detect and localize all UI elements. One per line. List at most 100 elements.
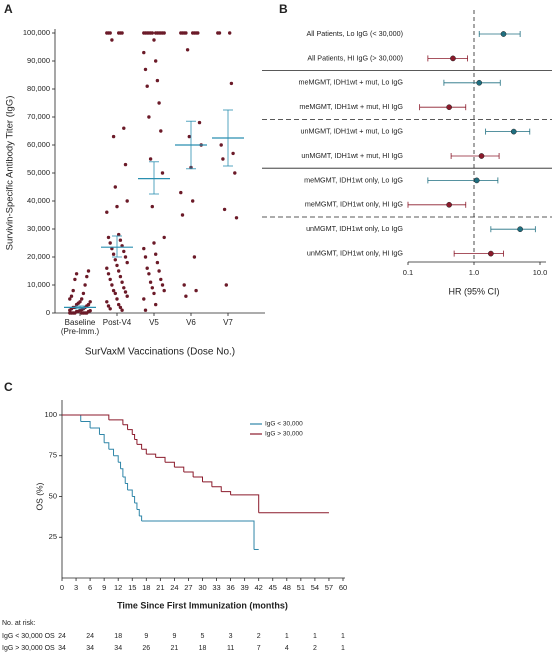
survival-step bbox=[132, 434, 136, 440]
data-point bbox=[191, 199, 195, 203]
data-point bbox=[88, 309, 92, 313]
x-tick-label: 6 bbox=[88, 583, 92, 592]
x-tick-label: 54 bbox=[311, 583, 319, 592]
data-point bbox=[123, 162, 128, 167]
data-point bbox=[197, 120, 202, 125]
survival-step bbox=[155, 456, 166, 463]
x-tick-label: 9 bbox=[102, 583, 106, 592]
data-point bbox=[196, 31, 200, 35]
data-point bbox=[231, 151, 235, 156]
risk-value: 1 bbox=[285, 633, 289, 640]
data-point bbox=[122, 126, 126, 130]
survival-step bbox=[122, 424, 129, 430]
x-tick-label: Post-V4 bbox=[102, 318, 132, 327]
risk-value: 2 bbox=[313, 645, 317, 652]
data-point bbox=[105, 300, 109, 304]
data-point bbox=[162, 31, 166, 35]
survival-step bbox=[136, 509, 140, 517]
x-tick-label: 42 bbox=[255, 583, 263, 592]
risk-table-title: No. at risk: bbox=[2, 620, 36, 627]
y-tick-label: 60,000 bbox=[27, 140, 50, 149]
data-point bbox=[69, 294, 74, 298]
x-tick-label: 60 bbox=[339, 583, 347, 592]
x-axis-title: HR (95% CI) bbox=[448, 286, 499, 296]
data-point bbox=[182, 283, 186, 287]
data-point bbox=[155, 78, 160, 83]
data-point bbox=[162, 235, 166, 240]
survival-step bbox=[120, 468, 124, 477]
data-point bbox=[154, 302, 158, 307]
x-tick-label: 45 bbox=[269, 583, 277, 592]
data-point bbox=[143, 255, 148, 259]
data-point bbox=[228, 31, 232, 35]
survival-step bbox=[146, 453, 157, 458]
survival-step bbox=[134, 502, 138, 510]
data-point bbox=[68, 297, 72, 301]
data-point bbox=[122, 286, 126, 290]
survival-step bbox=[80, 421, 91, 429]
data-point bbox=[113, 291, 118, 296]
data-point bbox=[115, 297, 119, 301]
data-point bbox=[184, 31, 188, 35]
data-point bbox=[80, 297, 84, 301]
risk-value: 7 bbox=[257, 645, 261, 652]
survival-step bbox=[132, 496, 136, 504]
risk-value: 4 bbox=[285, 645, 289, 652]
y-tick-label: 75 bbox=[49, 451, 57, 460]
data-point bbox=[143, 308, 148, 312]
data-point bbox=[106, 272, 111, 276]
x-tick-label: 30 bbox=[198, 583, 206, 592]
data-point bbox=[123, 255, 128, 259]
survival-step bbox=[108, 419, 124, 425]
survival-step bbox=[108, 448, 115, 456]
survival-step bbox=[221, 491, 232, 495]
x-tick-label: 0 bbox=[60, 583, 64, 592]
x-tick-label: 39 bbox=[240, 583, 248, 592]
survival-step bbox=[113, 455, 119, 463]
data-point bbox=[148, 157, 153, 161]
data-point bbox=[157, 269, 161, 273]
data-point bbox=[192, 255, 197, 259]
row-label: All Patients, HI IgG (> 30,000) bbox=[307, 53, 403, 62]
data-point bbox=[157, 101, 161, 105]
x-tick-label: 27 bbox=[184, 583, 192, 592]
data-point bbox=[162, 288, 166, 293]
data-point bbox=[111, 288, 116, 293]
data-point bbox=[120, 280, 124, 284]
data-point bbox=[122, 249, 126, 254]
risk-value: 9 bbox=[144, 633, 148, 640]
hr-point bbox=[473, 177, 480, 184]
data-point bbox=[71, 288, 75, 293]
data-point bbox=[143, 67, 148, 72]
y-tick-label: 40,000 bbox=[27, 196, 50, 205]
x-tick-label: 15 bbox=[128, 583, 136, 592]
row-label: unMGMT, IDH1wt + mut, HI IgG bbox=[301, 151, 403, 160]
panel-label: B bbox=[279, 2, 288, 16]
data-point bbox=[222, 207, 227, 212]
risk-value: 1 bbox=[313, 633, 317, 640]
data-point bbox=[147, 115, 151, 119]
data-point bbox=[111, 252, 116, 256]
risk-value: 34 bbox=[86, 645, 94, 652]
data-point bbox=[180, 213, 185, 217]
data-point bbox=[217, 31, 222, 35]
data-point bbox=[118, 305, 123, 310]
survival-step bbox=[99, 434, 105, 443]
data-point bbox=[106, 304, 111, 308]
survival-step bbox=[118, 461, 122, 469]
survival-step bbox=[174, 466, 185, 473]
data-point bbox=[125, 260, 129, 265]
x-tick-label: 21 bbox=[156, 583, 164, 592]
row-label: meMGMT, IDH1wt only, Lo IgG bbox=[304, 175, 403, 184]
risk-value: 26 bbox=[142, 645, 150, 652]
data-point bbox=[111, 134, 116, 139]
survival-step bbox=[90, 427, 100, 435]
data-point bbox=[233, 171, 237, 175]
hr-point bbox=[476, 79, 483, 86]
x-tick-label: V6 bbox=[186, 318, 196, 327]
risk-value: 1 bbox=[341, 645, 345, 652]
data-point bbox=[159, 129, 163, 133]
hr-point bbox=[510, 128, 517, 135]
hr-point bbox=[500, 31, 507, 37]
